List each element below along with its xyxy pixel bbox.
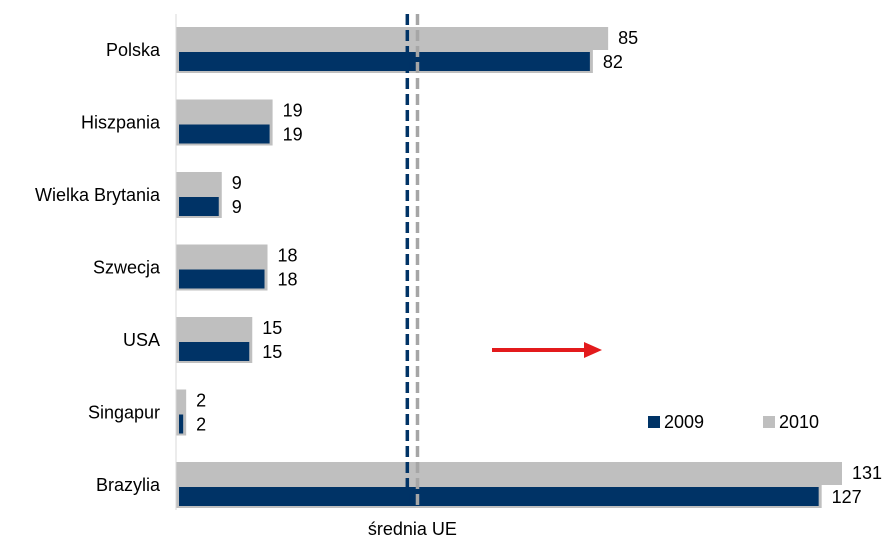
data-label-2010: 85	[618, 28, 638, 48]
legend-label-2010: 2010	[779, 412, 819, 432]
data-label-2009: 15	[262, 342, 282, 362]
bar-2010	[176, 244, 268, 268]
bar-2010	[176, 462, 842, 485]
data-label-2010: 9	[232, 173, 242, 193]
data-label-2010: 2	[196, 391, 206, 411]
bar-2010	[176, 317, 253, 340]
data-label-2009: 9	[232, 197, 242, 217]
bar-2009	[179, 487, 819, 506]
eu-average-label: średnia UE	[368, 519, 457, 539]
data-label-2010: 19	[283, 101, 303, 121]
category-label: Polska	[106, 40, 161, 60]
data-label-2009: 127	[832, 487, 862, 507]
bar-2010	[176, 389, 187, 413]
bar-2009	[179, 52, 590, 71]
data-label-2009: 82	[603, 52, 623, 72]
category-label: Szwecja	[93, 258, 161, 278]
data-label-2009: 19	[283, 125, 303, 145]
bar-2010	[176, 27, 609, 50]
category-label: Brazylia	[96, 475, 161, 495]
bar-2009	[179, 124, 270, 144]
annotation-arrow	[492, 342, 602, 358]
category-label: USA	[123, 330, 160, 350]
bar-2009	[179, 414, 184, 434]
reference-lines-layer	[405, 14, 602, 510]
legend: 2009 2010	[648, 412, 819, 432]
legend-label-2009: 2009	[664, 412, 704, 432]
data-label-2009: 18	[278, 270, 298, 290]
data-label-2009: 2	[196, 415, 206, 435]
bar-2009	[179, 342, 250, 361]
category-label: Singapur	[88, 403, 160, 423]
bar-2009	[179, 197, 219, 216]
category-label: Hiszpania	[81, 113, 161, 133]
bar-2010	[176, 172, 222, 195]
arrow-head	[584, 342, 602, 358]
bar-2009	[179, 269, 265, 289]
labels-layer: Polska 85 82 Hiszpania 19 19 Wielka Brytania 9 9…	[35, 28, 882, 539]
legend-swatch-2009	[648, 416, 660, 428]
bars-layer	[175, 14, 842, 510]
data-label-2010: 131	[852, 463, 882, 483]
data-label-2010: 15	[262, 318, 282, 338]
bar-2010	[176, 99, 273, 123]
legend-swatch-2010	[763, 416, 775, 428]
category-label: Wielka Brytania	[35, 185, 161, 205]
data-label-2010: 18	[278, 246, 298, 266]
